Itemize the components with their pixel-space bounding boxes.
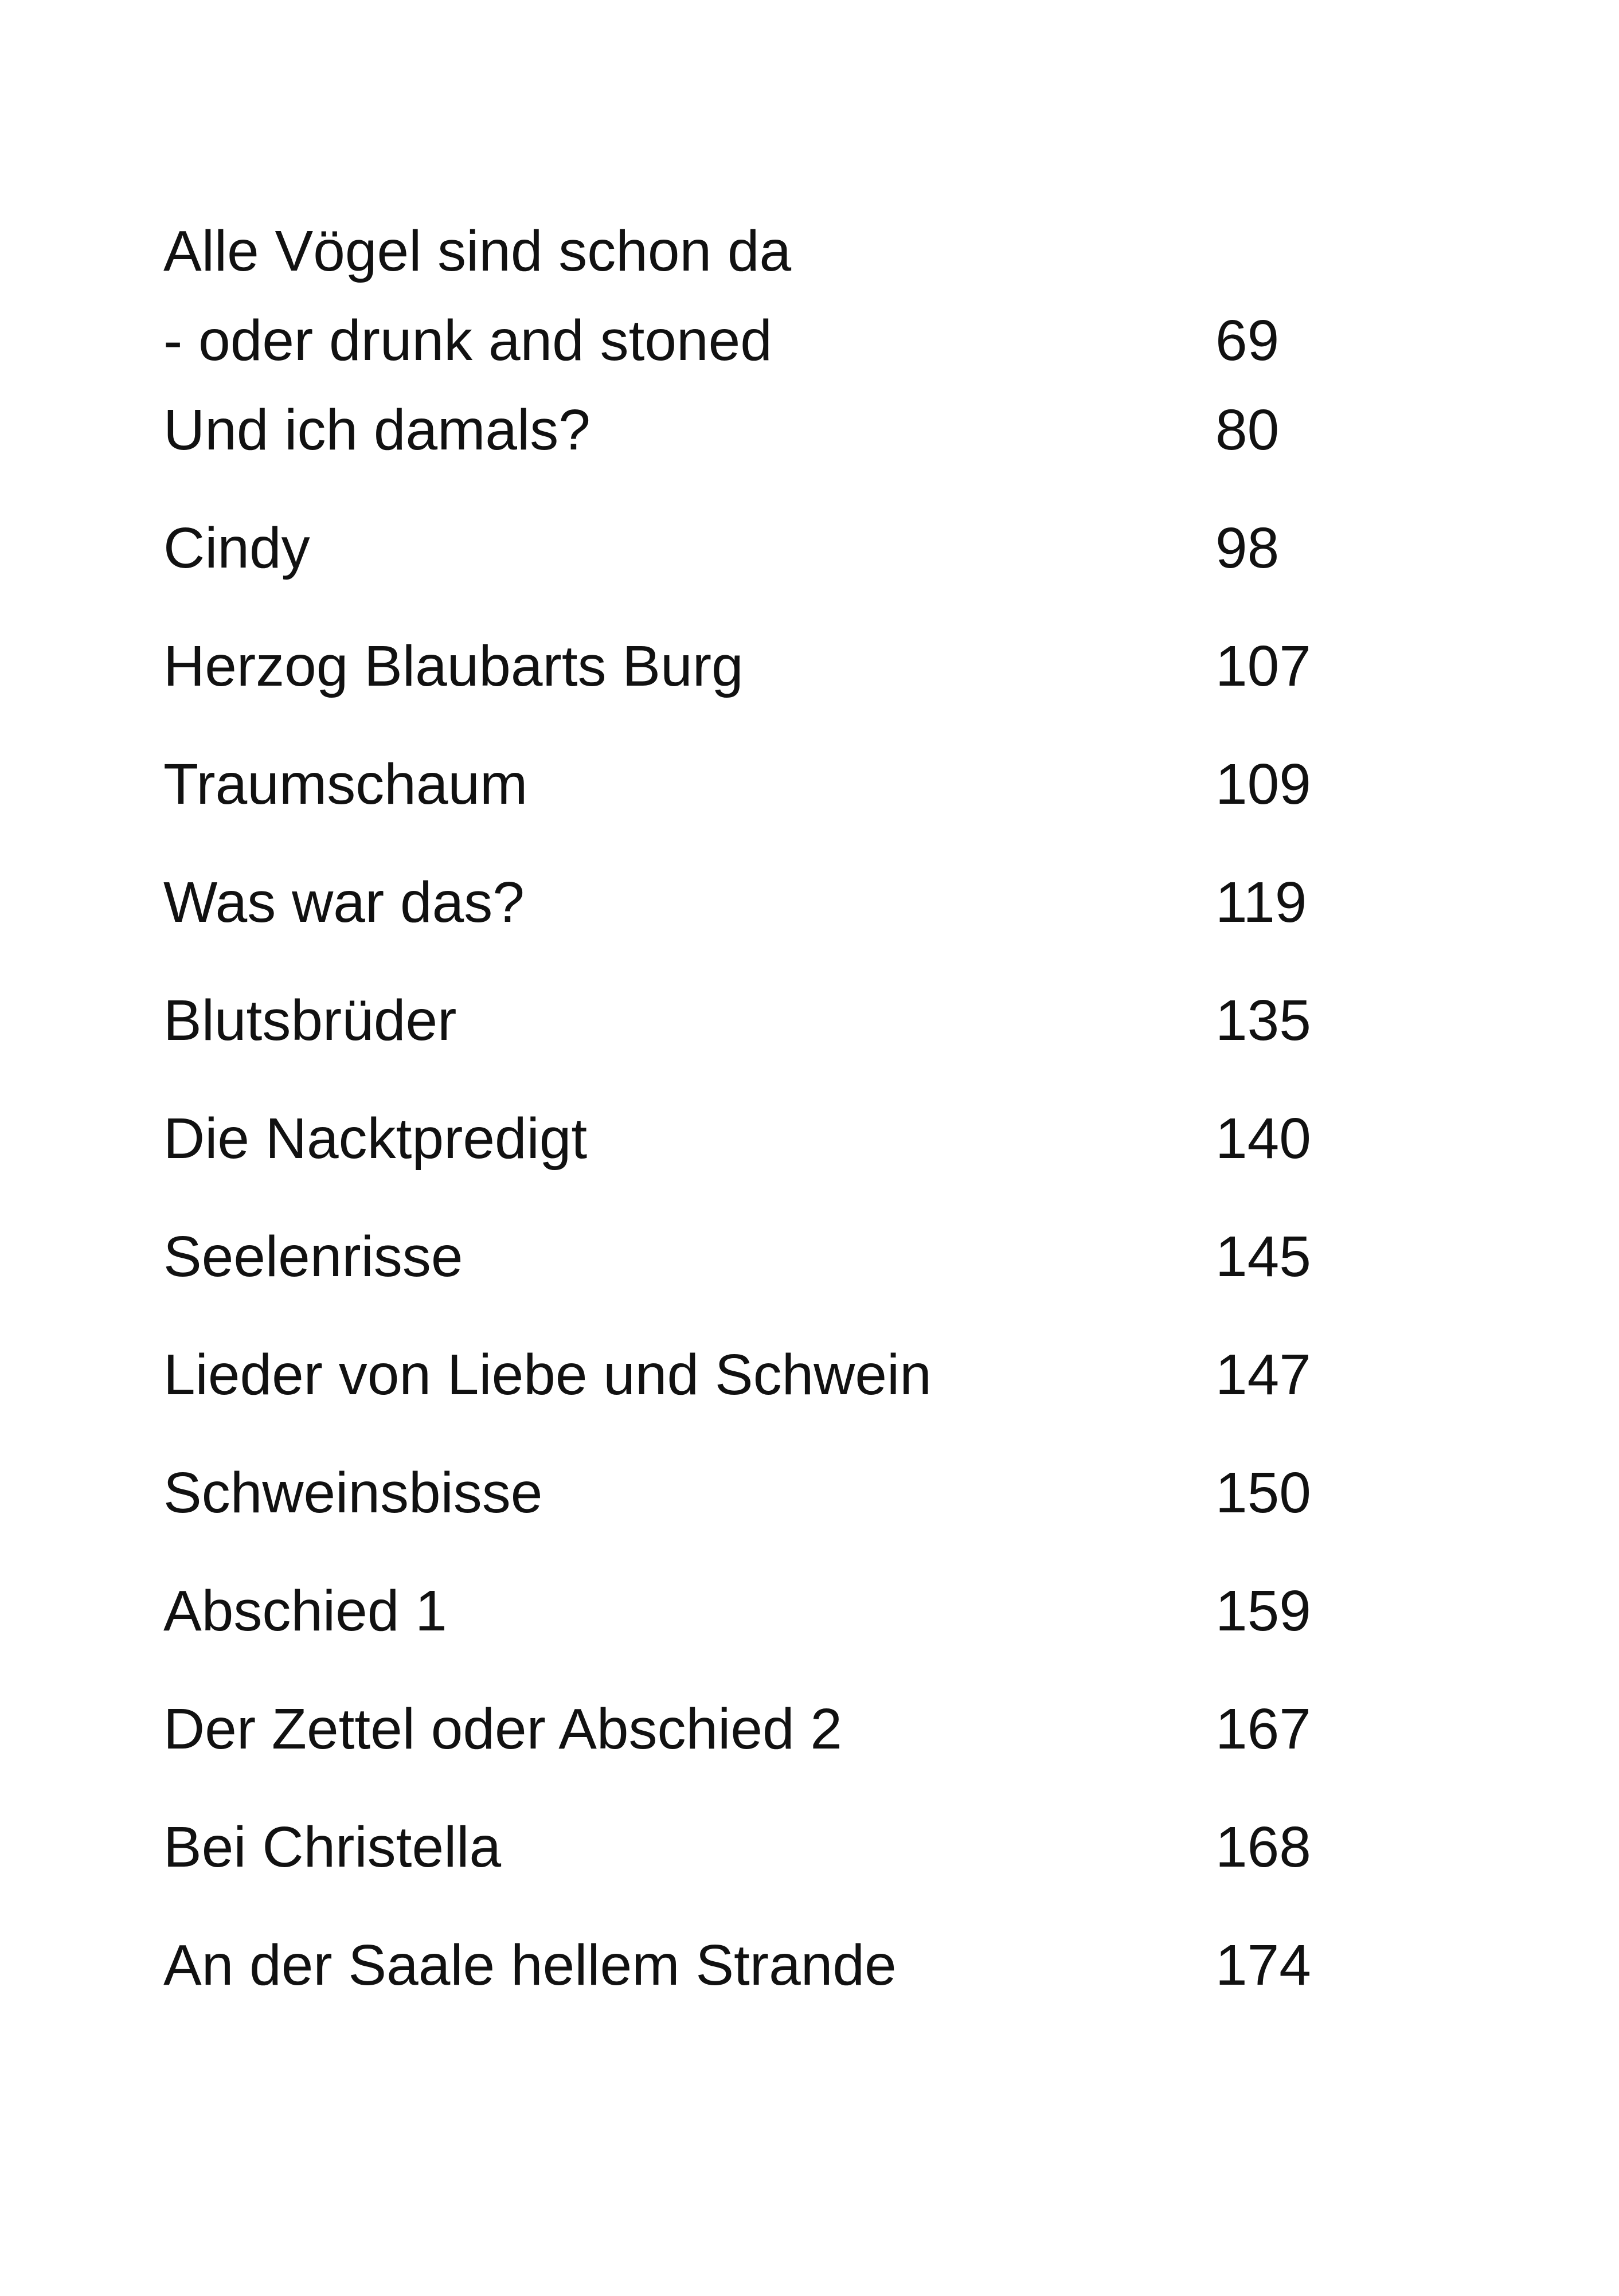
- toc-entry-title: Die Nacktpredigt: [163, 1106, 588, 1171]
- toc-entry: An der Saale hellem Strande 174: [163, 1920, 1482, 2039]
- toc-entry-page: 98: [1215, 516, 1280, 580]
- toc-entry: Was war das? 119: [163, 858, 1482, 976]
- toc-entry-page: 80: [1215, 398, 1280, 462]
- toc-entry-title: Seelenrisse: [163, 1225, 463, 1289]
- toc-entry-title: An der Saale hellem Strande: [163, 1933, 897, 1997]
- toc-entry: Schweinsbisse 150: [163, 1448, 1482, 1566]
- toc-entry-title: Und ich damals?: [163, 398, 590, 462]
- toc-entry: Blutsbrüder 135: [163, 976, 1482, 1094]
- toc-entry: Traumschaum 109: [163, 740, 1482, 858]
- toc-entry: Die Nacktpredigt 140: [163, 1094, 1482, 1212]
- toc-entry: Alle Vögel sind schon da - oder drunk an…: [163, 206, 1482, 385]
- toc-entry-page: 174: [1215, 1933, 1311, 1997]
- toc-entry-title: Abschied 1: [163, 1579, 447, 1643]
- toc-entry-page: 145: [1215, 1225, 1311, 1289]
- toc-entry: Lieder von Liebe und Schwein 147: [163, 1330, 1482, 1448]
- toc-entry-title: Der Zettel oder Abschied 2: [163, 1697, 842, 1761]
- toc-entry-title: Was war das?: [163, 870, 525, 934]
- toc-entry-page: 167: [1215, 1697, 1311, 1761]
- toc-entry-page: 150: [1215, 1461, 1311, 1525]
- toc-entry-page: 168: [1215, 1815, 1311, 1879]
- toc-entry-page: 69: [1215, 308, 1280, 373]
- toc-entry-page: 107: [1215, 634, 1311, 698]
- toc-entry-title: Alle Vögel sind schon da - oder drunk an…: [163, 219, 792, 373]
- toc-entry-page: 140: [1215, 1106, 1311, 1171]
- toc-entry-page: 147: [1215, 1343, 1311, 1407]
- toc-entry-title: Traumschaum: [163, 752, 528, 816]
- toc-entry-title: Bei Christella: [163, 1815, 502, 1879]
- toc-entry-title: Schweinsbisse: [163, 1461, 543, 1525]
- toc-entry: Cindy 98: [163, 503, 1482, 621]
- toc-entry-title: Blutsbrüder: [163, 988, 457, 1053]
- toc-entry: Seelenrisse 145: [163, 1212, 1482, 1330]
- toc-entry: Abschied 1 159: [163, 1566, 1482, 1684]
- toc-entry-title: Herzog Blaubarts Burg: [163, 634, 744, 698]
- toc-entry-title: Lieder von Liebe und Schwein: [163, 1343, 932, 1407]
- toc-entry-page: 109: [1215, 752, 1311, 816]
- toc-entry: Und ich damals? 80: [163, 385, 1482, 503]
- toc-entry-page: 135: [1215, 988, 1311, 1053]
- toc-entry-title: Cindy: [163, 516, 310, 580]
- toc-entry: Bei Christella 168: [163, 1802, 1482, 1920]
- toc-entry: Der Zettel oder Abschied 2 167: [163, 1684, 1482, 1802]
- toc-entry-page: 119: [1215, 870, 1307, 934]
- table-of-contents: Alle Vögel sind schon da - oder drunk an…: [163, 206, 1482, 2039]
- toc-entry-page: 159: [1215, 1579, 1311, 1643]
- toc-entry: Herzog Blaubarts Burg 107: [163, 621, 1482, 740]
